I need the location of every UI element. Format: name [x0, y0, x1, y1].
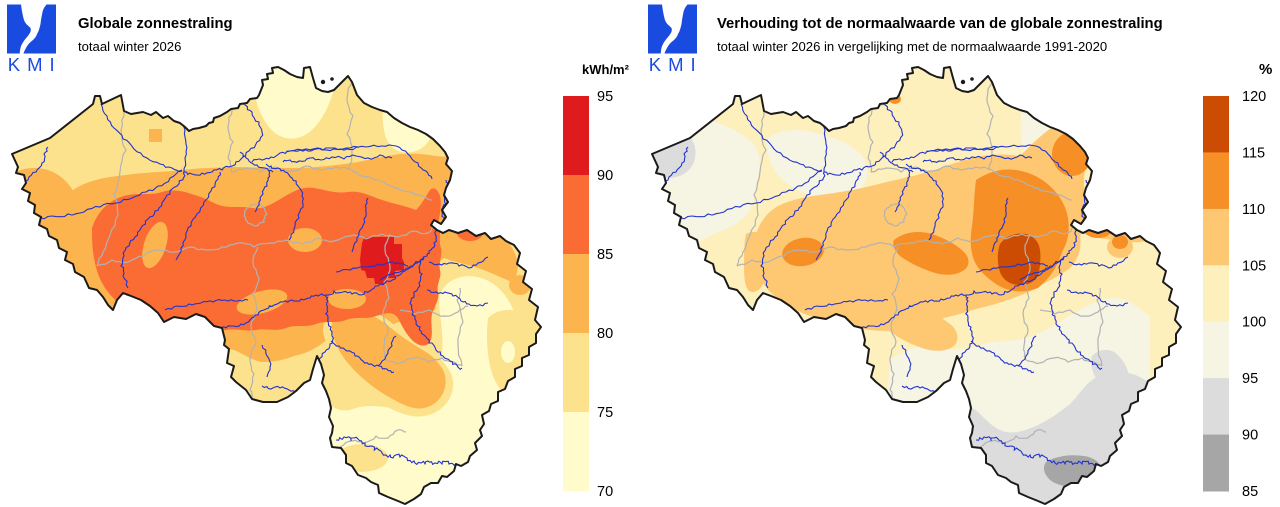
svg-text:110: 110 [1242, 202, 1265, 218]
svg-text:85: 85 [597, 247, 613, 263]
svg-text:95: 95 [1242, 371, 1258, 387]
svg-text:totaal winter 2026: totaal winter 2026 [78, 39, 181, 54]
svg-text:%: % [1259, 61, 1272, 78]
svg-text:80: 80 [597, 326, 613, 342]
svg-text:90: 90 [597, 168, 613, 184]
svg-text:kWh/m²: kWh/m² [582, 62, 630, 77]
svg-text:100: 100 [1242, 315, 1266, 331]
svg-text:120: 120 [1242, 89, 1266, 105]
svg-text:KMI: KMI [649, 54, 703, 75]
svg-text:totaal winter 2026 in vergelij: totaal winter 2026 in vergelijking met d… [717, 39, 1107, 54]
svg-text:KMI: KMI [8, 54, 62, 75]
svg-text:115: 115 [1242, 145, 1265, 161]
svg-text:75: 75 [597, 405, 613, 421]
svg-text:95: 95 [597, 89, 613, 105]
svg-text:85: 85 [1242, 484, 1258, 500]
svg-text:70: 70 [597, 484, 613, 500]
svg-text:Globale zonnestraling: Globale zonnestraling [78, 16, 233, 32]
svg-text:105: 105 [1242, 258, 1266, 274]
svg-text:90: 90 [1242, 428, 1258, 444]
svg-text:Verhouding tot de normaalwaard: Verhouding tot de normaalwaarde van de g… [717, 16, 1163, 32]
